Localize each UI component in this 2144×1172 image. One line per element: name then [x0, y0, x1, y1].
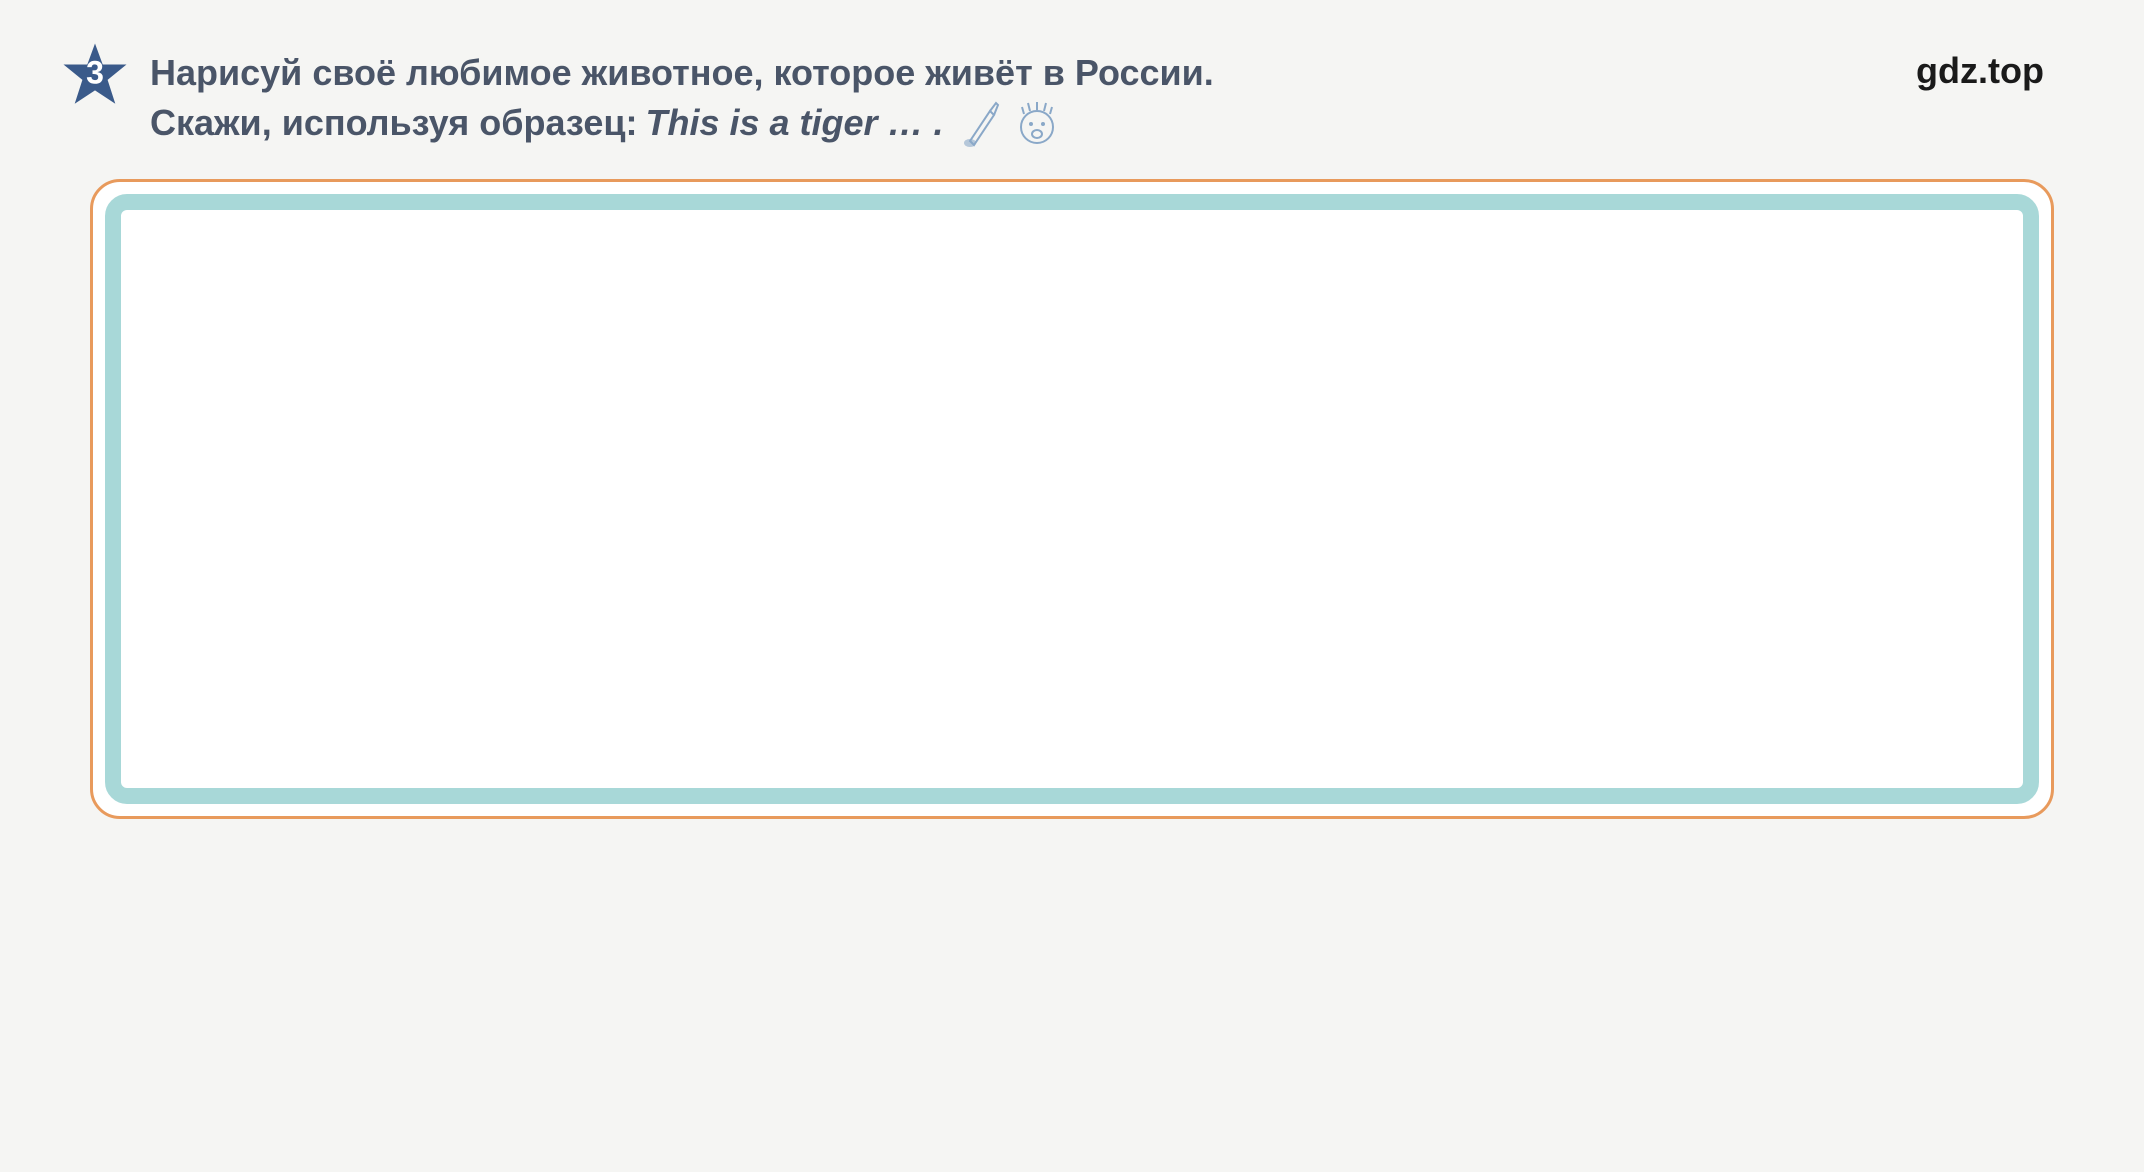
brush-icon: [962, 99, 1002, 149]
exercise-number: 3: [86, 55, 104, 92]
speaking-face-icon: [1012, 99, 1062, 149]
instruction-line-2: Скажи, используя образец: This is a tige…: [150, 98, 2084, 148]
drawing-area-inner: [105, 194, 2039, 804]
watermark-top-right: gdz.top: [1916, 50, 2044, 92]
instruction-block: Нарисуй своё любимое животное, которое ж…: [150, 40, 2084, 149]
drawing-area[interactable]: [90, 179, 2054, 819]
activity-icons: [962, 99, 1062, 149]
page-container: gdz.top 3 Нарисуй своё любимое животное,…: [0, 0, 2144, 1172]
instruction-line-1: Нарисуй своё любимое животное, которое ж…: [150, 48, 2084, 98]
exercise-number-badge: 3: [60, 40, 130, 110]
exercise-header: 3 Нарисуй своё любимое животное, которое…: [60, 40, 2084, 149]
example-text: This is a tiger … .: [645, 98, 943, 148]
instruction-prefix: Скажи, используя образец:: [150, 98, 637, 148]
